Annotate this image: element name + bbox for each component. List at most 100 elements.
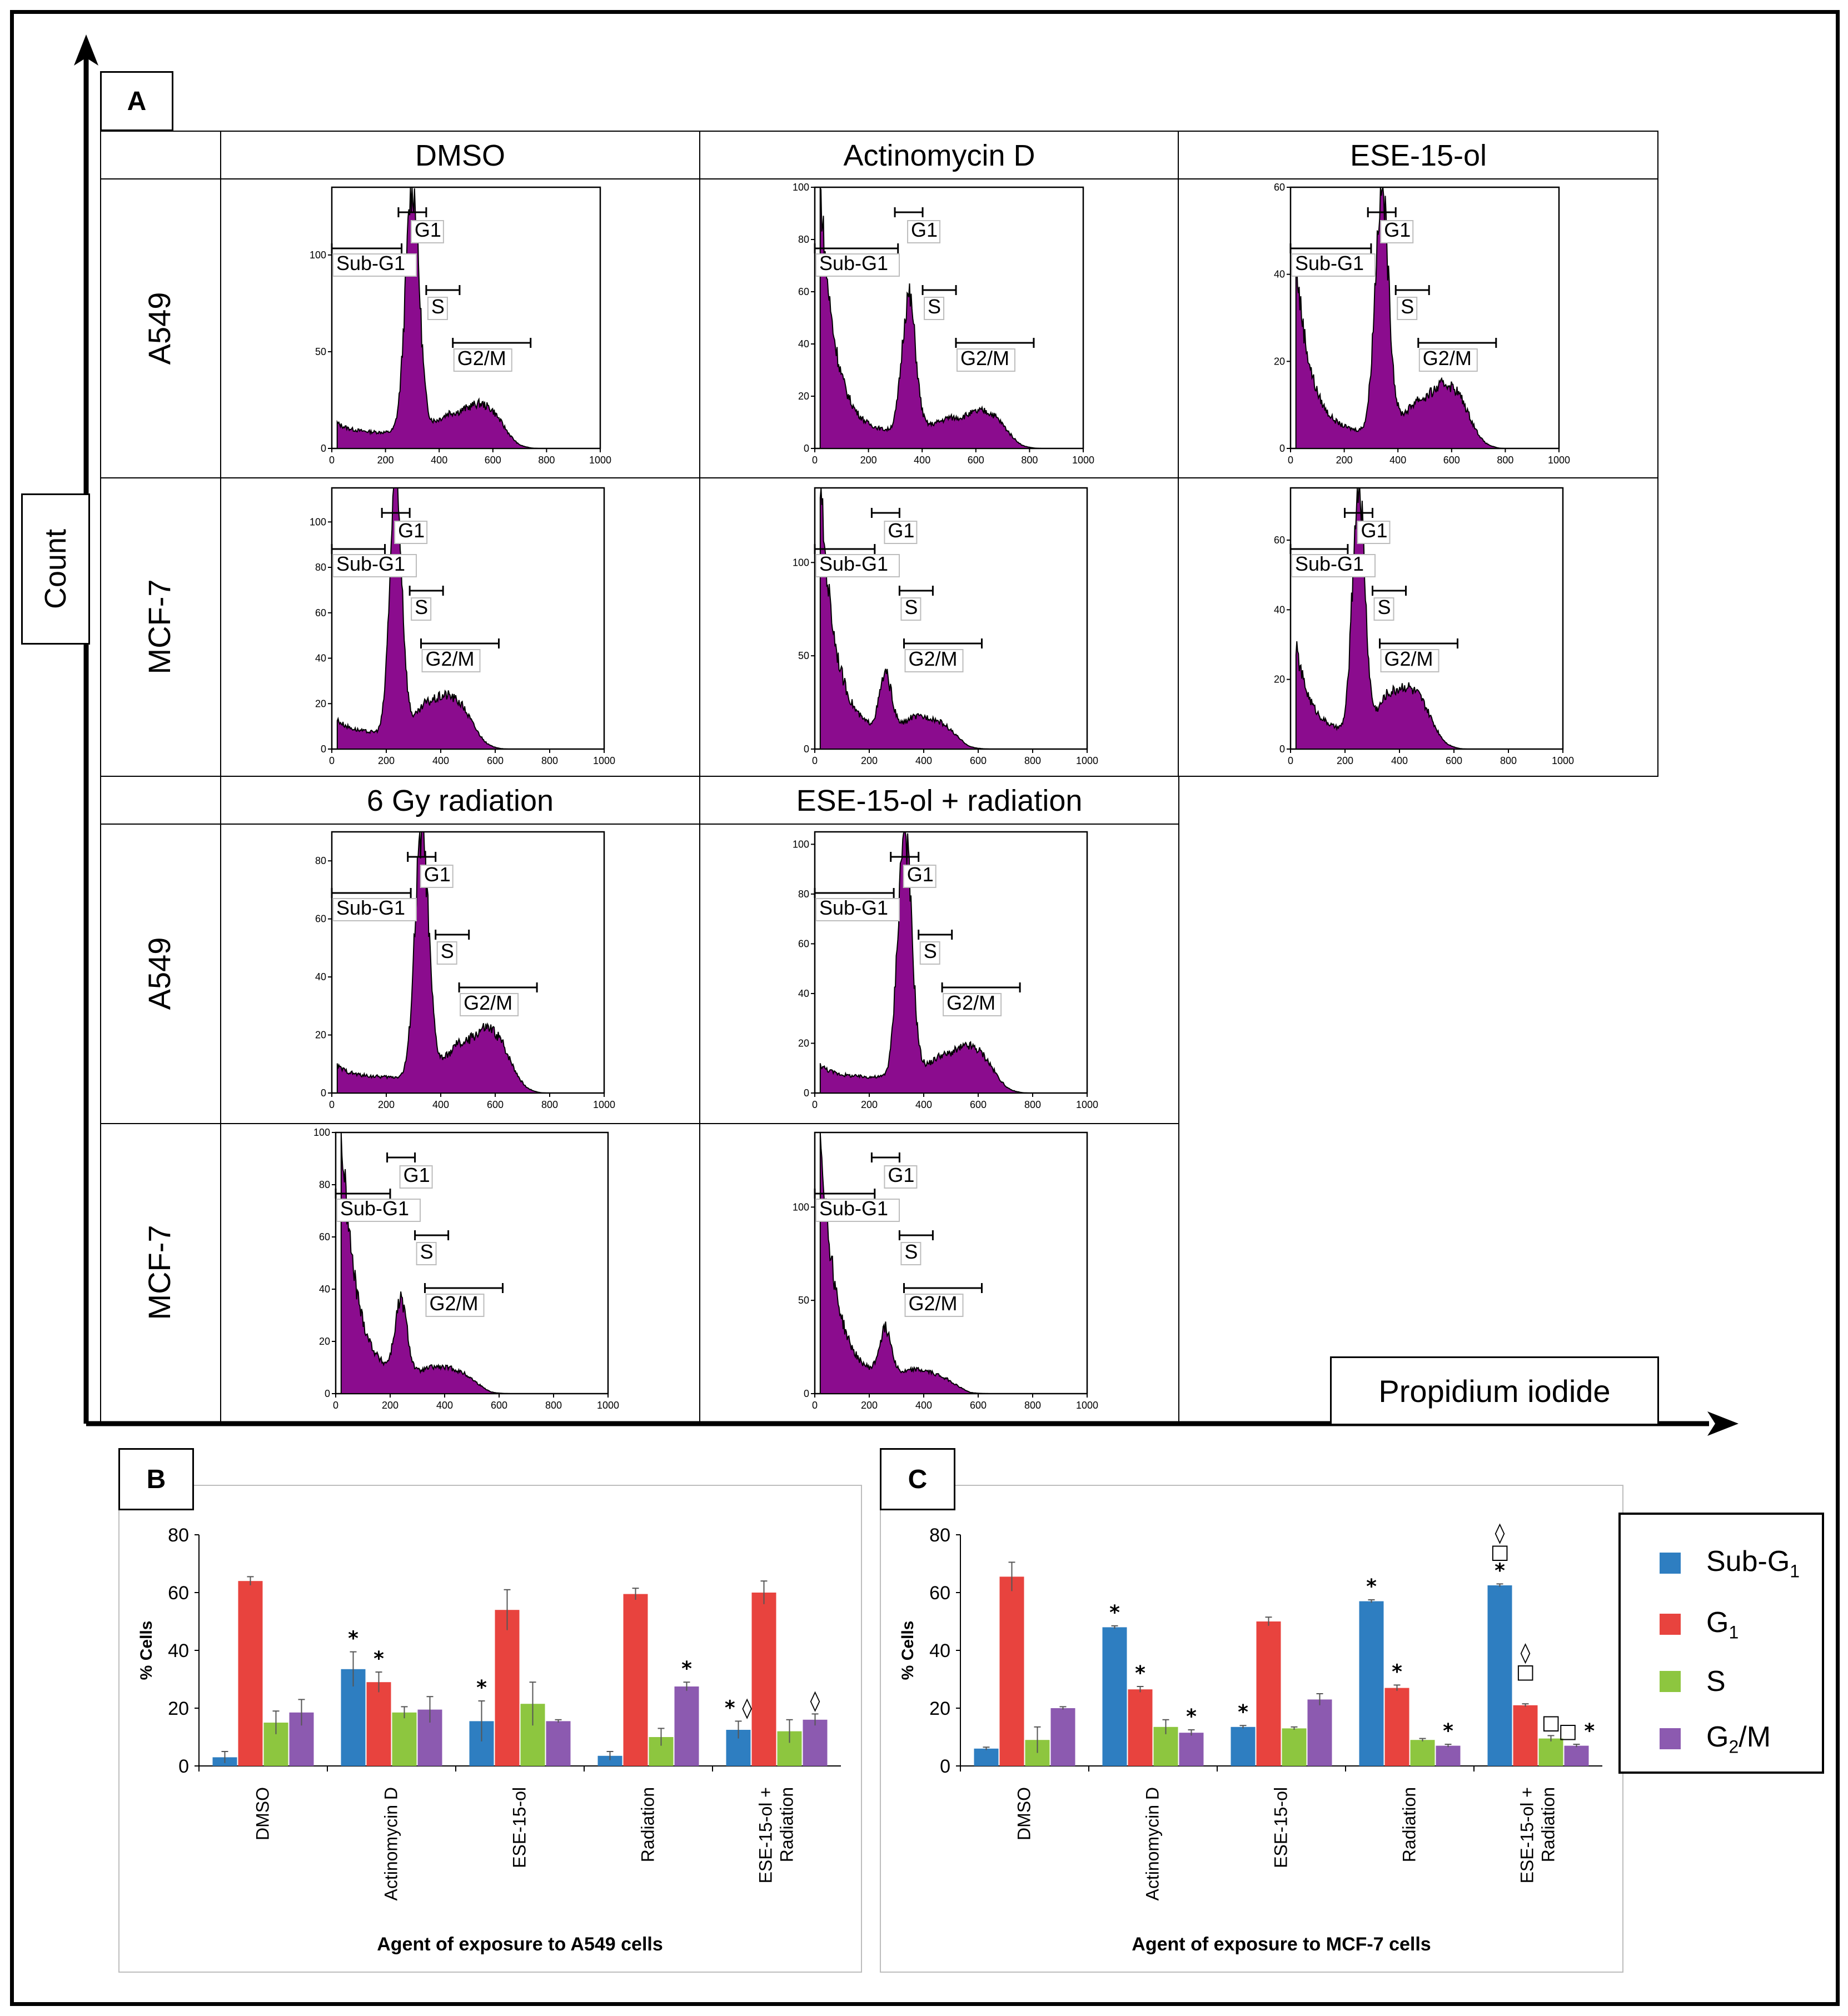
y-axis-label: % Cells xyxy=(899,1621,917,1680)
sub-g1-gate-label-box xyxy=(815,554,900,577)
g1-gate-label: G1 xyxy=(911,218,938,241)
g1-gate-label-box xyxy=(394,521,428,544)
g1-gate-label-box xyxy=(884,521,918,544)
bar-g1 xyxy=(238,1581,263,1766)
x-tick-label: 800 xyxy=(1024,755,1041,766)
significance-marker: * xyxy=(1186,1705,1197,1728)
x-tick-label: 800 xyxy=(1500,755,1517,766)
g1-gate-label: G1 xyxy=(415,218,441,241)
g2m-gate-label: G2/M xyxy=(947,991,995,1014)
y-tick-label: 0 xyxy=(321,1087,326,1099)
x-tick-label: 0 xyxy=(1288,755,1293,766)
bar-g2-m xyxy=(1436,1745,1461,1766)
legend-label: S xyxy=(1706,1665,1726,1698)
x-axis-label: Agent of exposure to MCF-7 cells xyxy=(1132,1934,1431,1955)
legend-label-sub: 1 xyxy=(1790,1561,1800,1581)
y-tick-label: 60 xyxy=(168,1583,189,1604)
legend-swatch xyxy=(1660,1671,1681,1692)
x-tick-label: 800 xyxy=(1024,1099,1041,1110)
g2m-gate-label: G2/M xyxy=(464,991,512,1014)
g2m-gate-label: G2/M xyxy=(1384,647,1433,670)
x-tick-label: 1000 xyxy=(1552,755,1574,766)
x-tick-label: 1000 xyxy=(589,455,611,466)
s-gate-label-box xyxy=(924,297,945,320)
category-label: Radiation xyxy=(1538,1787,1558,1862)
y-tick-label: 0 xyxy=(178,1756,189,1777)
x-tick-label: 400 xyxy=(915,755,932,766)
x-tick-label: 0 xyxy=(329,1099,335,1110)
significance-marker: * xyxy=(1238,1701,1248,1724)
y-tick-label: 80 xyxy=(315,855,326,866)
y-tick-label: 100 xyxy=(793,839,809,850)
histogram-fill xyxy=(1295,487,1563,750)
y-tick-label: 0 xyxy=(804,443,809,454)
x-tick-label: 800 xyxy=(541,1099,558,1110)
x-tick-label: 200 xyxy=(860,455,877,466)
s-gate-label: S xyxy=(1401,295,1414,318)
s-gate-label-box xyxy=(919,941,940,965)
bar-g2-m xyxy=(1050,1708,1075,1766)
x-tick-label: 1000 xyxy=(593,755,615,766)
bar-g2-m xyxy=(1179,1733,1204,1766)
g2m-gate-label: G2/M xyxy=(909,647,958,670)
s-gate-label-box xyxy=(411,597,432,621)
y-tick-label: 0 xyxy=(321,443,326,454)
g2m-gate-label-box xyxy=(943,993,1002,1016)
x-tick-label: 600 xyxy=(487,755,504,766)
bar-g1 xyxy=(366,1682,391,1766)
sub-g1-gate-label: Sub-G1 xyxy=(336,252,405,275)
x-tick-label: 1000 xyxy=(597,1400,619,1411)
histogram-plot-mcf-7-ese-15-ol: 0 200 400 600 800 1000 0 20 40 60 G1 Sub-G1 S G2/M xyxy=(1274,487,1574,766)
g2m-gate-label: G2/M xyxy=(430,1292,479,1315)
bar-s xyxy=(392,1712,417,1766)
x-tick-label: 0 xyxy=(329,455,335,466)
bar-g1 xyxy=(999,1576,1024,1766)
x-tick-label: 200 xyxy=(861,755,878,766)
g2m-gate-label: G2/M xyxy=(960,347,1009,370)
y-tick-label: 40 xyxy=(319,1284,330,1295)
x-tick-label: 800 xyxy=(1021,455,1038,466)
significance-marker: * xyxy=(348,1628,358,1650)
histogram-plot-a549-ese-15-ol-radiation: 0 200 400 600 800 1000 0 20 40 60 80 100 G1 Sub-G1 S G2… xyxy=(793,831,1098,1110)
g1-gate-label-box xyxy=(399,1165,433,1189)
panel-c-bar-chart: 0 20 40 60 80 % Cells Agent of exposure to MCF… xyxy=(899,1521,1602,1955)
y-axis-arrow-head xyxy=(74,34,98,66)
x-tick-label: 1000 xyxy=(1548,455,1570,466)
s-gate-label-box xyxy=(900,1242,921,1265)
y-tick-label: 80 xyxy=(798,234,809,245)
histogram-plot-mcf-7-6-gy-radiation: 0 200 400 600 800 1000 0 20 40 60 80 100 G1 Sub-G1 S G2… xyxy=(313,1127,619,1411)
sub-g1-gate-label: Sub-G1 xyxy=(819,552,888,575)
x-tick-label: 600 xyxy=(491,1400,507,1411)
g1-gate-label: G1 xyxy=(404,1164,430,1186)
x-tick-label: 400 xyxy=(432,755,449,766)
panel-b-bar-chart: 0 20 40 60 80 % Cells Agent of exposure to A54… xyxy=(137,1525,841,1955)
histogram-plot-a549-dmso: 0 200 400 600 800 1000 0 50 100 G1 Sub-G1 S G2/M xyxy=(310,186,611,466)
sub-g1-gate-label: Sub-G1 xyxy=(819,896,888,919)
x-tick-label: 400 xyxy=(915,1099,932,1110)
significance-marker: □ xyxy=(1490,1540,1509,1563)
significance-marker: * xyxy=(476,1676,487,1699)
y-tick-label: 0 xyxy=(940,1756,950,1777)
bar-sub-g1 xyxy=(1487,1585,1512,1766)
y-tick-label: 60 xyxy=(1274,182,1285,193)
x-tick-label: 400 xyxy=(914,455,930,466)
legend-label-main: G xyxy=(1706,1606,1729,1639)
histogram-plot-a549-ese-15-ol: 0 200 400 600 800 1000 0 20 40 60 G1 Sub-G1 S G2/M xyxy=(1274,182,1570,466)
s-gate-label-box xyxy=(427,297,448,320)
x-tick-label: 200 xyxy=(1337,755,1353,766)
sub-g1-gate-label: Sub-G1 xyxy=(1295,552,1364,575)
significance-marker: ◊ xyxy=(1495,1521,1505,1544)
plot-frame xyxy=(1289,487,1564,750)
panel-c-label: C xyxy=(880,1448,955,1510)
g1-gate-label-box xyxy=(1357,521,1391,544)
x-tick-label: 600 xyxy=(970,1400,987,1411)
significance-marker: □ * xyxy=(1558,1720,1595,1743)
bar-g1 xyxy=(1256,1621,1281,1766)
y-tick-label: 50 xyxy=(798,1295,809,1306)
s-gate-label-box xyxy=(436,941,457,965)
x-tick-label: 800 xyxy=(1497,455,1513,466)
bar-s xyxy=(1410,1740,1435,1766)
significance-marker: * xyxy=(681,1658,692,1680)
s-gate-label: S xyxy=(441,940,454,962)
